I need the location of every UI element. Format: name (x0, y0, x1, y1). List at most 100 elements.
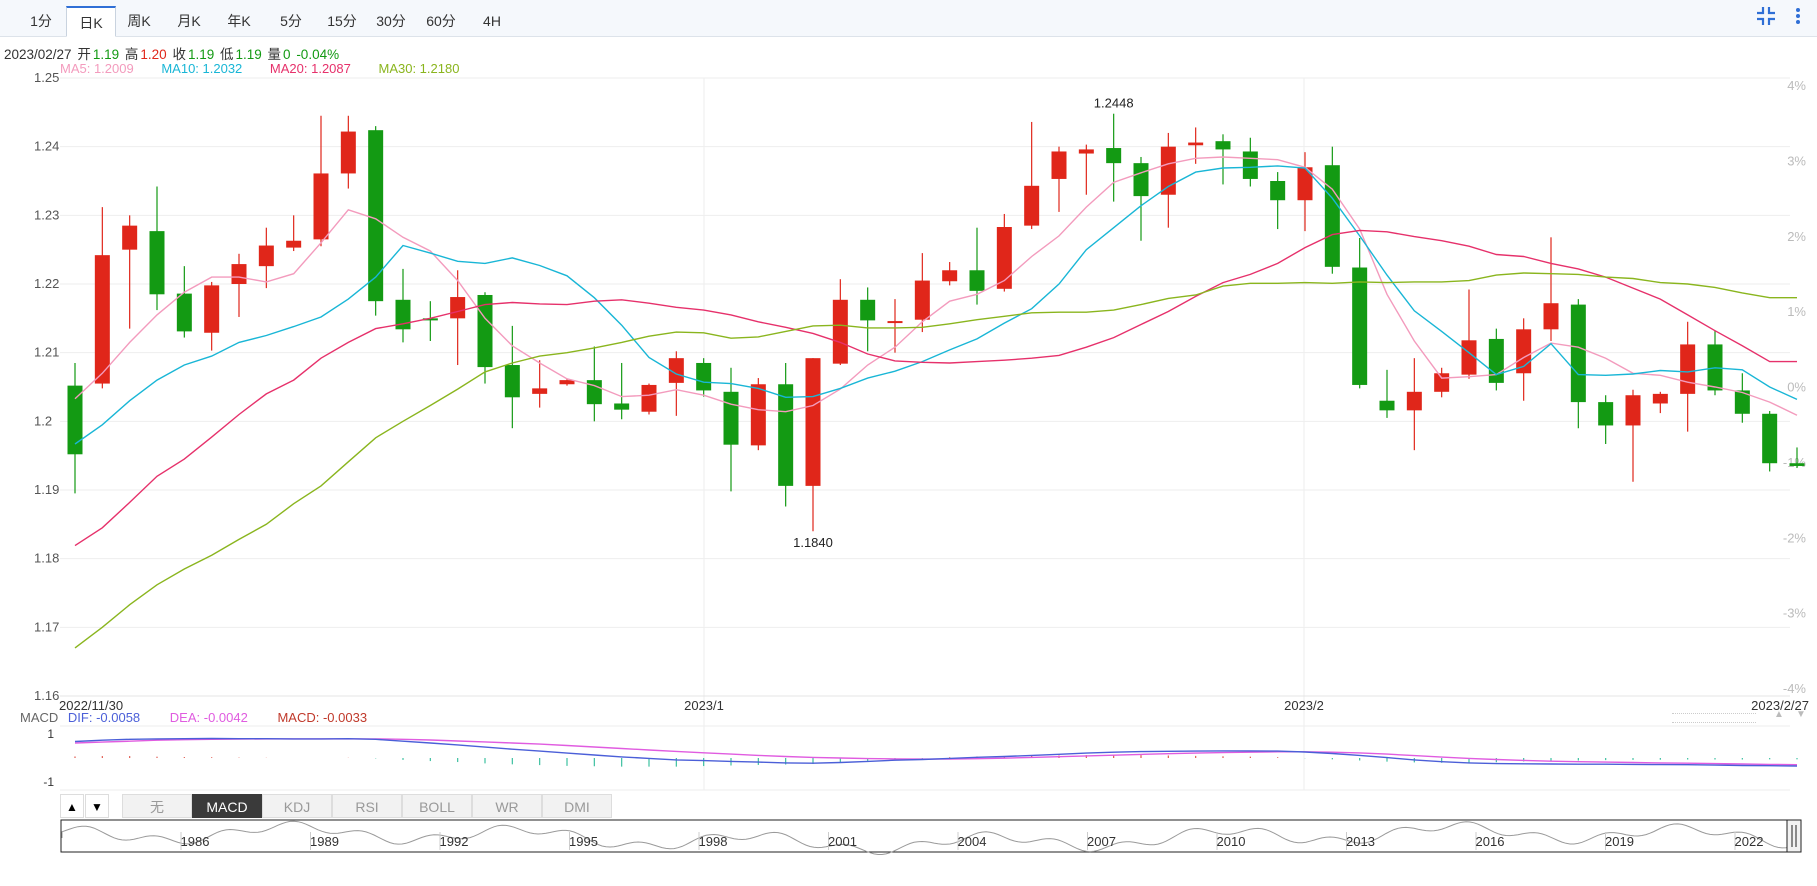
navigator-frame (60, 819, 1802, 853)
pct-tick-label: 4% (1787, 78, 1806, 93)
pct-tick-label: 3% (1787, 153, 1806, 168)
ma10-legend: MA10: 1.2032 (161, 61, 243, 76)
candle-body (231, 264, 247, 284)
candle-body (832, 299, 848, 364)
y-tick-label: 1.21 (34, 345, 59, 360)
indicator-tab-1[interactable]: MACD (192, 794, 262, 818)
info-low: 1.19 (235, 47, 262, 62)
macd-y-tick: 1 (47, 727, 54, 741)
ma-line-ma10 (74, 165, 1798, 445)
indicator-up-arrow-icon[interactable]: ▲ (60, 794, 84, 818)
compress-icon-graphic (1757, 7, 1775, 25)
candle-body (258, 245, 274, 267)
pct-tick-label: -3% (1783, 606, 1807, 621)
candle-body (340, 131, 356, 174)
info-vol: 0 (283, 47, 291, 62)
candle-body (1406, 391, 1422, 411)
macd-legend: MACD DIF: -0.0058 DEA: -0.0042 MACD: -0.… (20, 710, 369, 725)
candle-body (1516, 329, 1532, 374)
ma5-legend: MA5: 1.2009 (60, 61, 134, 76)
x-tick-label: 2023/1 (684, 698, 724, 713)
candle-body (313, 173, 329, 240)
period-tab-5[interactable]: 5分 (280, 13, 302, 29)
more-menu-icon[interactable] (1786, 6, 1810, 30)
candle-body (942, 270, 958, 282)
period-tab-6[interactable]: 15分 (327, 13, 357, 29)
candle-body (1762, 413, 1778, 464)
period-tab-4[interactable]: 年K (227, 13, 251, 29)
candle-body (996, 227, 1012, 289)
navigator-year-label: 2013 (1346, 834, 1375, 849)
candle-body (532, 388, 548, 394)
candle-body (1270, 181, 1286, 201)
navigator-history-line (61, 820, 1791, 855)
candle-body (1734, 390, 1750, 414)
navigator-year-label: 2007 (1087, 834, 1116, 849)
candle-body (149, 231, 165, 295)
dif-legend: DIF: -0.0058 (67, 710, 141, 725)
info-vol-label: 量 (267, 47, 282, 62)
pct-tick-label: -1% (1783, 455, 1807, 470)
candle-body (1707, 344, 1723, 391)
navigator-year-label: 2010 (1217, 834, 1246, 849)
period-tab-9[interactable]: 4H (483, 13, 501, 29)
indicator-down-arrow-icon[interactable]: ▼ (85, 794, 109, 818)
pct-tick-label: 0% (1787, 380, 1806, 395)
y-tick-label: 1.16 (34, 688, 59, 703)
info-open: 1.19 (92, 47, 120, 62)
x-tick-label: 2023/2 (1284, 698, 1324, 713)
candle-body (723, 391, 739, 445)
macd-value-legend: MACD: -0.0033 (277, 710, 368, 725)
pct-tick-label: -4% (1783, 681, 1807, 696)
candle-body (504, 365, 520, 398)
indicator-tab-4[interactable]: BOLL (402, 794, 472, 818)
navigator-year-label: 1998 (699, 834, 728, 849)
y-tick-label: 1.18 (34, 551, 59, 566)
indicator-tab-5[interactable]: WR (472, 794, 542, 818)
candle-body (914, 280, 930, 320)
min-price-label: 1.1840 (793, 535, 833, 550)
candle-body (1297, 167, 1313, 201)
candle-body (1215, 141, 1231, 150)
panel-down-icon[interactable]: ▼ (1796, 709, 1806, 720)
panel-resize-handle[interactable] (1672, 713, 1756, 723)
pct-tick-label: -2% (1783, 530, 1807, 545)
period-tab-3[interactable]: 月K (177, 13, 201, 29)
navigator-year-label: 2019 (1605, 834, 1634, 849)
indicator-tab-2[interactable]: KDJ (262, 794, 332, 818)
period-tab-8[interactable]: 60分 (426, 13, 456, 29)
candle-body (1324, 165, 1340, 267)
info-change: -0.04% (296, 47, 340, 62)
period-tab-2[interactable]: 周K (127, 13, 151, 29)
y-tick-label: 1.25 (34, 70, 59, 85)
candle-body (1188, 142, 1204, 146)
panel-up-icon[interactable]: ▲ (1774, 709, 1784, 720)
period-tab-1[interactable]: 日K (66, 6, 116, 37)
candle-body (204, 285, 220, 333)
candle-body (94, 255, 110, 384)
compress-icon[interactable] (1754, 6, 1778, 30)
candle-body (696, 362, 712, 391)
indicator-tab-6[interactable]: DMI (542, 794, 612, 818)
info-high: 1.20 (140, 47, 167, 62)
macd-legend-label: MACD (20, 710, 59, 725)
candle-body (641, 384, 657, 412)
navigator-year-label: 2004 (958, 834, 987, 849)
candle-body (176, 293, 192, 332)
candle-body (668, 358, 684, 383)
candle-body (559, 380, 575, 385)
period-tab-7[interactable]: 30分 (376, 13, 406, 29)
period-tabbar: 1分 日K 周K 月K 年K 5分 15分 30分 60分 4H (0, 0, 1817, 37)
info-date: 2023/02/27 (4, 47, 72, 62)
candle-body (368, 130, 384, 302)
candle-body (860, 299, 876, 321)
ma-line-ma20 (74, 229, 1797, 547)
period-tab-0[interactable]: 1分 (30, 13, 52, 29)
info-close: 1.19 (187, 47, 215, 62)
candle-body (778, 384, 794, 486)
candle-body (1379, 400, 1395, 411)
indicator-tab-3[interactable]: RSI (332, 794, 402, 818)
indicator-tab-0[interactable]: 无 (122, 794, 192, 818)
candle-body (750, 384, 766, 446)
